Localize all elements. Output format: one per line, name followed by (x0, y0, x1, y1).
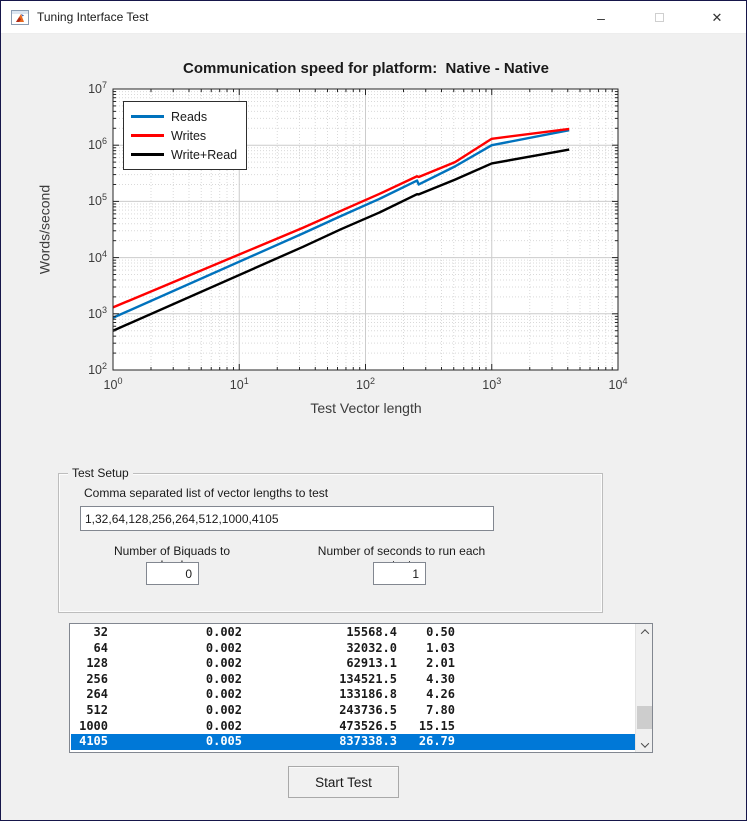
table-cell: 0.002 (205, 640, 242, 655)
table-cell: 1.03 (426, 640, 455, 655)
chevron-down-icon (640, 738, 649, 748)
legend-entry: Writes (131, 126, 237, 145)
series-line-writes (112, 127, 570, 309)
vector-list-input[interactable] (80, 506, 494, 531)
minimize-button[interactable]: – (597, 9, 605, 26)
table-cell: 0.50 (426, 625, 455, 639)
x-tick-label: 101 (229, 376, 249, 393)
maximize-button (630, 1, 688, 34)
legend-entry: Write+Read (131, 145, 237, 164)
table-cell: 0.002 (205, 687, 242, 702)
table-cell: 4.26 (426, 687, 455, 702)
table-row[interactable]: 128 0.002 62913.1 2.01 (71, 656, 636, 672)
y-tick-label: 103 (88, 304, 107, 321)
table-cell: 243736.5 (339, 702, 397, 717)
test-setup-group-label: Test Setup (68, 466, 133, 480)
legend-label: Reads (171, 109, 208, 124)
table-cell: 0.002 (205, 702, 242, 717)
table-cell: 64 (93, 640, 108, 655)
window-title: Tuning Interface Test (37, 10, 149, 24)
seconds-input[interactable] (373, 562, 426, 585)
table-cell: 837338.3 (339, 734, 397, 749)
table-cell: 15.15 (418, 718, 455, 733)
x-axis-label: Test Vector length (310, 400, 422, 416)
table-row[interactable]: 256 0.002 134521.5 4.30 (71, 672, 636, 688)
chart-title: Communication speed for platform: Native… (183, 60, 549, 77)
table-row[interactable]: 512 0.002 243736.5 7.80 (71, 703, 636, 719)
chevron-up-icon (640, 628, 649, 638)
vector-list-label: Comma separated list of vector lengths t… (84, 486, 329, 500)
biquads-input[interactable] (146, 562, 199, 585)
y-tick-label: 102 (88, 361, 107, 378)
legend-entry: Reads (131, 107, 237, 126)
table-cell: 4.30 (426, 671, 455, 686)
legend-line-swatch (131, 153, 164, 156)
y-tick-label: 105 (88, 192, 107, 209)
results-rows: 32 0.002 15568.4 0.50 64 0.002 32032.0 1.03 128 0… (71, 625, 636, 751)
test-setup-group: Test Setup (58, 466, 603, 613)
table-row[interactable]: 32 0.002 15568.4 0.50 (71, 625, 636, 641)
scroll-down-button[interactable] (636, 737, 653, 752)
table-cell: 2.01 (426, 656, 455, 671)
table-cell: 256 (86, 671, 108, 686)
start-test-button[interactable]: Start Test (288, 766, 399, 798)
results-listbox[interactable]: 32 0.002 15568.4 0.50 64 0.002 32032.0 1.03 128 0… (69, 623, 653, 753)
series-line-reads (112, 129, 570, 319)
legend-label: Write+Read (171, 147, 238, 162)
table-cell: 7.80 (426, 702, 455, 717)
y-tick-label: 106 (88, 136, 107, 153)
table-cell: 0.002 (205, 718, 242, 733)
maximize-icon (654, 13, 664, 22)
table-cell: 32032.0 (346, 640, 397, 655)
chart: Communication speed for platform: Native… (1, 34, 746, 464)
table-cell: 26.79 (418, 734, 455, 749)
table-cell: 264 (86, 687, 108, 702)
table-cell: 0.002 (205, 656, 242, 671)
table-cell: 0.002 (205, 625, 242, 639)
table-cell: 62913.1 (346, 656, 397, 671)
table-cell: 0.005 (205, 734, 242, 749)
table-cell: 15568.4 (346, 625, 397, 639)
scrollbar-thumb[interactable] (637, 706, 652, 729)
legend-line-swatch (131, 134, 164, 137)
table-cell: 128 (86, 656, 108, 671)
table-cell: 473526.5 (339, 718, 397, 733)
close-button[interactable]: ✕ (711, 9, 723, 25)
table-cell: 134521.5 (339, 671, 397, 686)
series-line-write-read (112, 148, 570, 332)
y-axis-label: Words/second (36, 184, 53, 275)
y-tick-label: 107 (88, 80, 107, 97)
table-cell: 1000 (79, 718, 108, 733)
chart-legend: Reads Writes Write+Read (123, 101, 248, 170)
table-row[interactable]: 64 0.002 32032.0 1.03 (71, 641, 636, 657)
table-cell: 133186.8 (339, 687, 397, 702)
table-row[interactable]: 264 0.002 133186.8 4.26 (71, 687, 636, 703)
x-tick-label: 100 (103, 376, 123, 393)
x-tick-label: 102 (356, 376, 375, 393)
y-tick-label: 104 (88, 248, 107, 265)
results-scrollbar[interactable] (635, 624, 652, 752)
table-cell: 512 (86, 702, 108, 717)
legend-label: Writes (171, 128, 207, 143)
table-row[interactable]: 4105 0.005 837338.3 26.79 (71, 734, 636, 750)
scroll-up-button[interactable] (636, 624, 653, 639)
x-tick-label: 103 (482, 376, 502, 393)
title-bar: Tuning Interface Test – ✕ (1, 1, 746, 34)
app-icon (11, 9, 29, 25)
x-tick-label: 104 (608, 376, 628, 393)
table-row[interactable]: 1000 0.002 473526.5 15.15 (71, 719, 636, 735)
table-cell: 0.002 (205, 671, 242, 686)
legend-line-swatch (131, 115, 164, 118)
table-cell: 32 (93, 625, 108, 639)
table-cell: 4105 (79, 734, 108, 749)
